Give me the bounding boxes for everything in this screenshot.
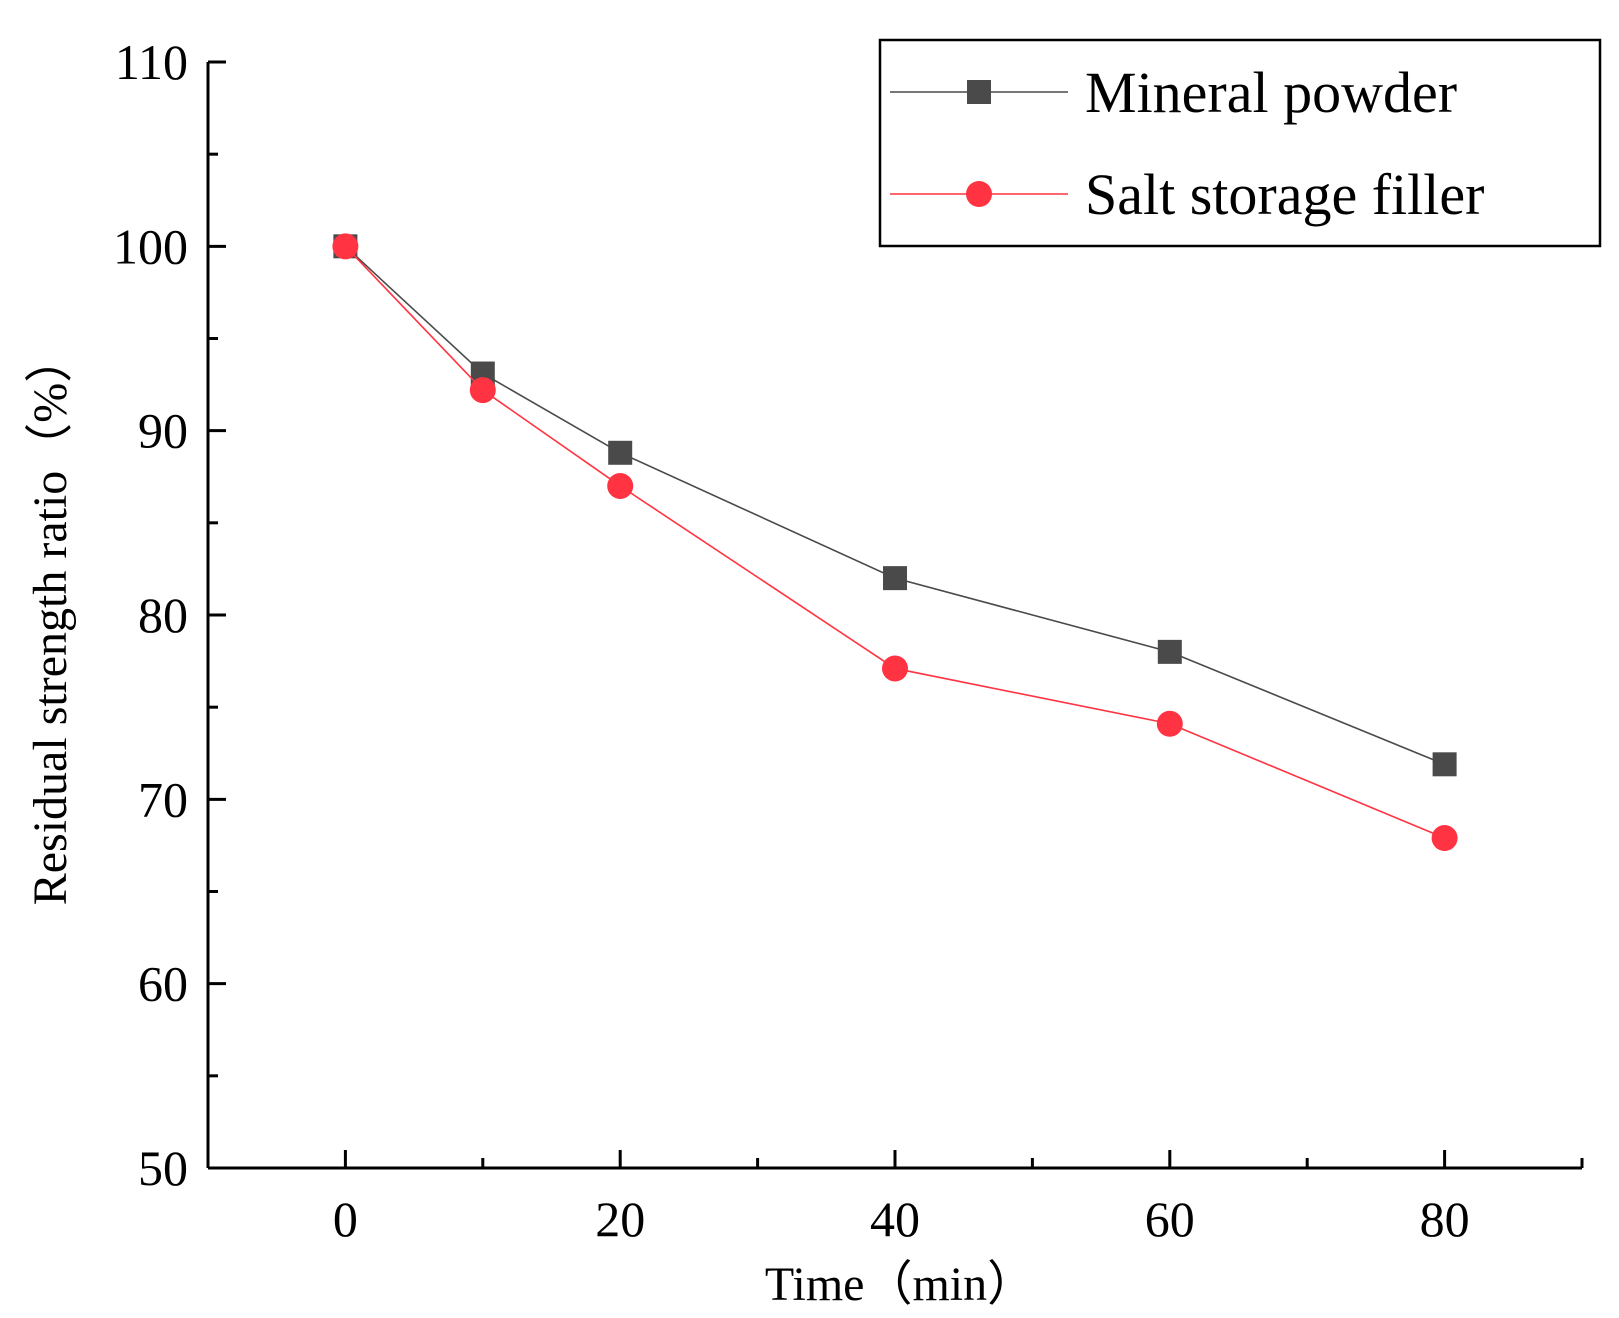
legend-label: Mineral powder	[1085, 60, 1457, 125]
x-ticks: 0 20 40 60 80	[206, 1150, 1584, 1247]
legend-box	[878, 38, 1602, 248]
data-point-mineral-powder	[883, 566, 907, 591]
x-tick-label: 60	[1145, 1191, 1195, 1247]
y-tick-label: 70	[138, 771, 188, 827]
legend-entry-salt-storage-filler: Salt storage filler	[890, 162, 1484, 227]
y-tick-label: 110	[115, 34, 188, 90]
y-ticks: 50 60 70 80 90 100 110	[113, 34, 226, 1196]
y-tick-label: 90	[138, 403, 188, 459]
x-tick-label: 0	[333, 1191, 358, 1247]
data-point-mineral-powder	[608, 440, 633, 465]
series-layer	[332, 233, 1458, 852]
data-point-mineral-powder	[1432, 752, 1457, 777]
x-tick-label: 80	[1420, 1191, 1470, 1247]
series-salt-storage-filler	[332, 233, 1458, 852]
legend-label: Salt storage filler	[1085, 162, 1484, 227]
legend: Mineral powder Salt storage filler	[878, 38, 1602, 248]
x-axis-title: Time（min）	[765, 1258, 1035, 1311]
series-mineral-powder	[333, 234, 1457, 777]
x-tick-label: 20	[595, 1191, 645, 1247]
series-line-mineral-powder	[344, 245, 1445, 766]
data-point-salt-storage-filler	[469, 377, 496, 404]
legend-marker-circle	[966, 181, 992, 207]
legend-entry-mineral-powder: Mineral powder	[890, 60, 1457, 125]
y-tick-label: 60	[138, 956, 188, 1012]
x-tick-label: 40	[870, 1191, 920, 1247]
y-tick-label: 50	[138, 1140, 188, 1196]
data-point-salt-storage-filler	[882, 655, 908, 682]
series-line-salt-storage-filler	[344, 245, 1445, 839]
y-tick-label: 100	[113, 218, 188, 274]
y-tick-label: 80	[138, 587, 188, 643]
data-point-salt-storage-filler	[332, 233, 359, 260]
data-point-salt-storage-filler	[1156, 710, 1183, 737]
data-point-salt-storage-filler	[1431, 825, 1458, 852]
data-point-salt-storage-filler	[607, 472, 634, 499]
data-point-mineral-powder	[1157, 639, 1182, 664]
legend-marker-square	[967, 80, 991, 104]
y-axis-title: Residual strength ratio（%）	[24, 335, 77, 906]
